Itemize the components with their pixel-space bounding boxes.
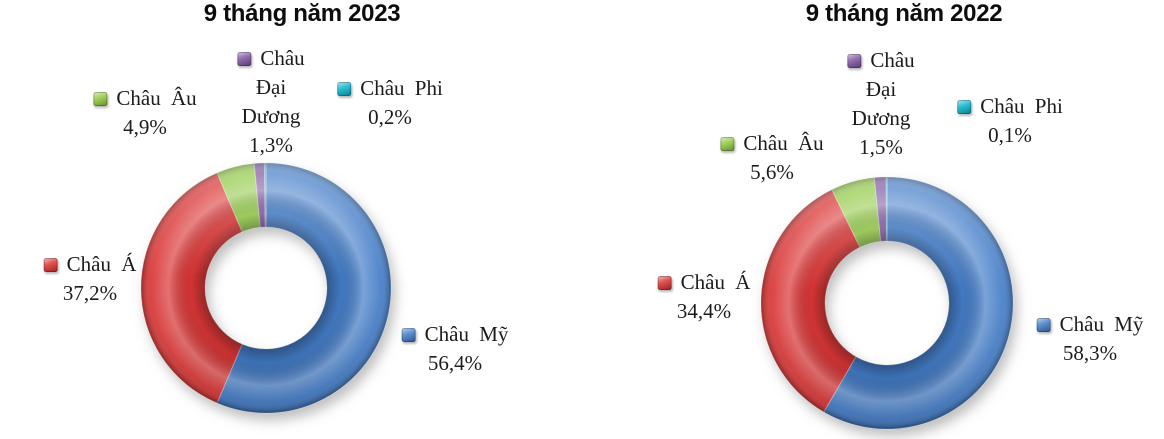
chart-2022: 9 tháng năm 2022 Châu Đại Dương 1,5% Châ… — [582, 0, 1164, 439]
chart-title: 9 tháng năm 2023 — [203, 0, 401, 27]
legend-value: 1,5% — [859, 135, 903, 159]
legend-item-oceania: Châu Đại Dương 1,3% — [237, 44, 305, 160]
donut-chart-2023 — [140, 162, 392, 414]
donut-slice-chau-a — [140, 172, 243, 404]
legend-label: Châu — [870, 48, 915, 72]
legend-line: Châu Âu — [720, 129, 824, 158]
legend-value: 1,3% — [249, 133, 293, 157]
legend-line: Đại — [255, 75, 287, 99]
legend-label: Châu Âu — [743, 131, 824, 155]
legend-value: 4,9% — [123, 115, 167, 139]
legend-swatch-asia — [43, 258, 58, 272]
legend-label: Châu Phi — [360, 76, 443, 100]
chart-2023: 9 tháng năm 2023 Châu Đại Dương 1,3% Châ… — [43, 0, 509, 414]
legend-item-americas: Châu Mỹ 56,4% — [401, 320, 509, 378]
legend-label: Châu Phi — [980, 94, 1063, 118]
legend-swatch-africa — [337, 82, 352, 96]
legend-value: 58,3% — [1062, 341, 1118, 365]
legend-line: Dương — [851, 106, 911, 130]
legend-item-oceania: Châu Đại Dương 1,5% — [847, 46, 915, 162]
legend-label: Châu — [260, 46, 305, 70]
legend-line: Châu — [237, 44, 305, 73]
legend-value: 0,2% — [368, 105, 412, 129]
donut-slice-chau-phi — [263, 162, 267, 228]
donut-chart-2022 — [760, 176, 1014, 430]
legend-label: Châu Mỹ — [424, 322, 509, 346]
legend-item-americas: Châu Mỹ 58,3% — [1036, 310, 1144, 368]
legend-label: Châu Mỹ — [1059, 312, 1144, 336]
legend-label: Châu Á — [66, 252, 137, 276]
legend-value: 37,2% — [62, 281, 118, 305]
legend-line: Châu Á — [43, 250, 137, 279]
legend-item-africa: Châu Phi 0,1% — [957, 92, 1063, 150]
donut-slice-chau-phi — [885, 176, 888, 242]
legend-swatch-asia — [657, 276, 672, 290]
legend-line: Châu Mỹ — [1036, 310, 1144, 339]
legend-value: 56,4% — [427, 351, 483, 375]
legend-swatch-europe — [93, 92, 108, 106]
legend-line: Châu — [847, 46, 915, 75]
legend-value: 34,4% — [676, 299, 732, 323]
legend-swatch-europe — [720, 137, 735, 151]
legend-label: Châu Á — [680, 270, 751, 294]
legend-item-asia: Châu Á 37,2% — [43, 250, 137, 308]
legend-swatch-oceania — [847, 54, 862, 68]
legend-line: Châu Phi — [337, 74, 443, 103]
legend-line: Châu Mỹ — [401, 320, 509, 349]
legend-swatch-oceania — [237, 52, 252, 66]
legend-line: Châu Âu — [93, 84, 197, 113]
legend-item-africa: Châu Phi 0,2% — [337, 74, 443, 132]
legend-swatch-americas — [401, 328, 416, 342]
legend-swatch-africa — [957, 100, 972, 114]
legend-swatch-americas — [1036, 318, 1051, 332]
legend-line: Châu Á — [657, 268, 751, 297]
legend-line: Đại — [865, 77, 897, 101]
legend-item-europe: Châu Âu 4,9% — [93, 84, 197, 142]
legend-value: 0,1% — [988, 123, 1032, 147]
legend-label: Châu Âu — [116, 86, 197, 110]
legend-item-asia: Châu Á 34,4% — [657, 268, 751, 326]
chart-title: 9 tháng năm 2022 — [805, 0, 1003, 27]
legend-line: Châu Phi — [957, 92, 1063, 121]
legend-line: Dương — [241, 104, 301, 128]
